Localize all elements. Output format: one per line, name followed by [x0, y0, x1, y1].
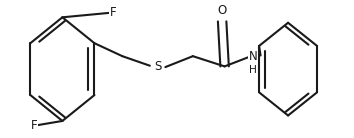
Text: S: S: [154, 60, 161, 73]
Text: F: F: [109, 6, 116, 19]
Text: N: N: [249, 50, 257, 63]
Text: H: H: [249, 65, 257, 75]
Text: O: O: [217, 4, 227, 17]
Text: F: F: [31, 119, 38, 132]
Text: F: F: [31, 119, 38, 132]
Text: F: F: [109, 6, 116, 19]
